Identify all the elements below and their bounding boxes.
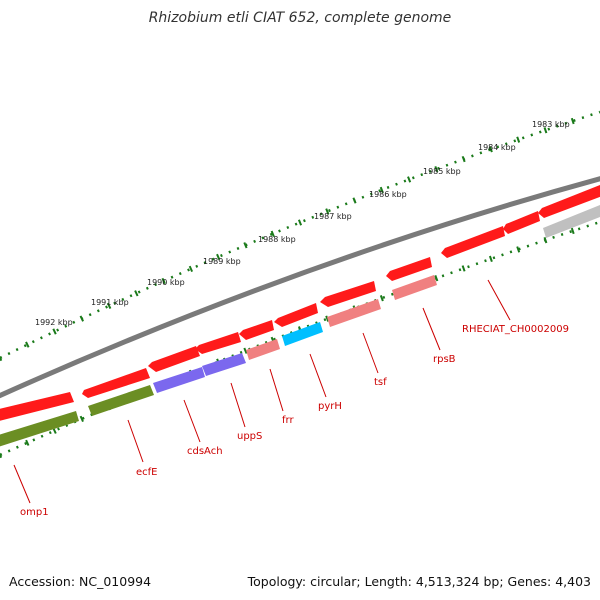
major-tick-mark — [161, 277, 166, 285]
genome-backbone — [0, 176, 600, 399]
label-line — [309, 353, 327, 398]
accession-text: Accession: NC_010994 — [9, 574, 152, 589]
major-tick-mark — [270, 230, 275, 237]
major-tick-mark — [79, 415, 84, 422]
major-tick-mark — [52, 328, 57, 335]
gene-label: cdsAch — [187, 446, 223, 457]
major-tick-mark — [570, 117, 575, 125]
major-tick-mark — [379, 295, 384, 302]
major-tick-mark — [488, 255, 493, 263]
label-line — [362, 332, 379, 374]
major-tick-mark — [79, 315, 85, 322]
gene-arrow[interactable] — [202, 353, 246, 376]
gene-arrow[interactable] — [282, 322, 323, 346]
gene-arrow[interactable] — [441, 226, 505, 258]
major-tick-mark — [516, 246, 521, 253]
gene-arrow[interactable] — [327, 299, 381, 327]
gene-arrow[interactable] — [153, 367, 205, 393]
major-tick-mark — [379, 186, 384, 194]
major-tick-mark — [543, 127, 548, 134]
major-tick-mark — [434, 275, 439, 282]
major-tick-mark — [243, 347, 248, 354]
major-tick-mark — [106, 302, 112, 310]
gene-arrow[interactable] — [88, 385, 154, 416]
major-tick-mark — [434, 166, 439, 173]
tick-label: 1990 kbp — [147, 278, 185, 287]
label-line — [127, 419, 144, 463]
major-tick-mark — [407, 176, 412, 183]
major-tick-mark — [25, 341, 30, 348]
gene-arrow[interactable] — [82, 368, 150, 398]
label-lines — [13, 279, 511, 504]
gene-arrow[interactable] — [392, 275, 437, 300]
gene-arrow[interactable] — [239, 320, 274, 340]
gene-label: uppS — [237, 431, 262, 442]
tick-label: 1987 kbp — [314, 212, 352, 221]
major-tick-mark — [488, 146, 493, 153]
major-tick-mark — [134, 290, 139, 297]
major-tick-mark — [216, 253, 221, 261]
major-tick-mark — [543, 236, 548, 244]
gene-arrow[interactable] — [0, 411, 79, 448]
major-tick-mark — [0, 355, 3, 362]
minus-strand-track — [0, 203, 600, 448]
gene-arrow[interactable] — [0, 392, 74, 422]
major-tick-mark — [352, 197, 357, 204]
tick-label: 1984 kbp — [478, 143, 516, 152]
label-line — [422, 307, 441, 351]
gene-label: RHECIAT_CH0002009 — [462, 324, 569, 335]
gene-label: omp1 — [20, 507, 49, 518]
tick-label: 1986 kbp — [369, 190, 407, 199]
major-tick-mark — [461, 155, 466, 163]
gene-arrow[interactable] — [246, 339, 280, 360]
gene-arrow[interactable] — [503, 211, 540, 234]
major-tick-mark — [297, 219, 303, 226]
outer-tick-ring — [0, 110, 600, 360]
tick-label: 1989 kbp — [203, 257, 241, 266]
gene-label: rpsB — [433, 354, 456, 365]
major-tick-mark — [325, 315, 330, 322]
page-title: Rhizobium etli CIAT 652, complete genome — [148, 10, 452, 26]
tick-label: 1991 kbp — [91, 298, 129, 307]
major-tick-mark — [325, 208, 330, 215]
gene-arrow[interactable] — [274, 303, 318, 327]
label-line — [487, 279, 511, 321]
gene-arrow[interactable] — [543, 203, 600, 238]
tick-label: 1992 kbp — [35, 318, 73, 327]
label-line — [13, 464, 31, 504]
label-line — [230, 382, 246, 428]
tick-label: 1985 kbp — [423, 167, 461, 176]
major-tick-mark — [461, 265, 466, 272]
gene-label: tsf — [374, 377, 387, 388]
topology-stats-text: Topology: circular; Length: 4,513,324 bp… — [247, 574, 591, 589]
gene-label: pyrH — [318, 401, 342, 412]
label-line — [269, 368, 284, 412]
major-tick-mark — [243, 242, 248, 249]
plus-strand-track — [0, 183, 600, 422]
label-line — [183, 399, 201, 443]
gene-arrow[interactable] — [386, 257, 432, 281]
gene-arrow[interactable] — [195, 332, 241, 354]
major-tick-mark — [188, 265, 194, 272]
gene-label: frr — [282, 415, 294, 426]
gene-arrow[interactable] — [320, 281, 376, 307]
gene-arrow[interactable] — [148, 346, 200, 372]
major-tick-mark — [0, 452, 3, 459]
major-tick-mark — [516, 136, 521, 143]
tick-label: 1983 kbp — [532, 120, 570, 129]
outer-major-ticks — [0, 117, 575, 362]
major-tick-mark — [25, 439, 30, 446]
tick-label: 1988 kbp — [258, 235, 296, 244]
gene-label: ecfE — [136, 467, 158, 478]
gene-arrow[interactable] — [538, 183, 600, 218]
major-tick-mark — [570, 227, 575, 235]
